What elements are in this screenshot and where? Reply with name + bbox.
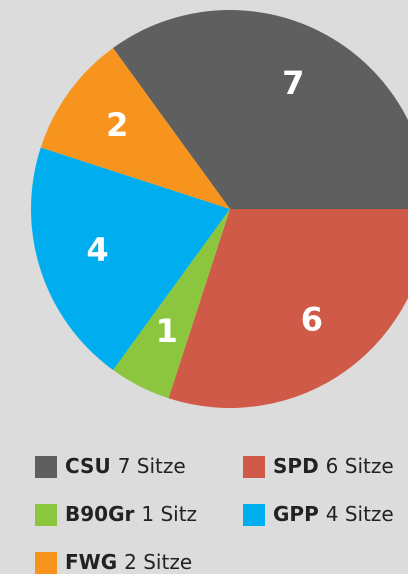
legend-entry: GPP 4 Sitze	[273, 502, 394, 526]
pie-slice	[113, 209, 230, 399]
pie-slice	[30, 147, 230, 370]
legend-name: SPD	[273, 454, 319, 478]
slice-label: 4	[86, 231, 108, 269]
legend-value: 6 Sitze	[326, 454, 394, 478]
legend-entry: SPD 6 Sitze	[273, 454, 394, 478]
legend-swatch	[35, 552, 57, 574]
legend-value: 4 Sitze	[326, 502, 394, 526]
legend-value: 1 Sitz	[141, 502, 197, 526]
legend-value: 2 Sitze	[124, 550, 192, 574]
legend-entry: FWG 2 Sitze	[65, 550, 192, 574]
pie-slice	[113, 10, 408, 209]
pie-slice	[40, 48, 231, 210]
slice-label: 1	[156, 312, 178, 350]
legend-name: GPP	[273, 502, 319, 526]
legend-entry: B90Gr 1 Sitz	[65, 502, 197, 526]
slice-label: 2	[106, 106, 128, 144]
pie-slice	[168, 209, 408, 408]
legend-swatch	[243, 456, 265, 478]
legend-entry: CSU 7 Sitze	[65, 454, 186, 478]
legend-name: CSU	[65, 454, 111, 478]
legend-swatch	[35, 456, 57, 478]
legend-name: FWG	[65, 550, 117, 574]
legend-value: 7 Sitze	[118, 454, 186, 478]
slice-label: 6	[301, 301, 323, 339]
slice-label: 7	[282, 64, 304, 102]
legend-swatch	[243, 504, 265, 526]
legend-swatch	[35, 504, 57, 526]
legend-name: B90Gr	[65, 502, 134, 526]
